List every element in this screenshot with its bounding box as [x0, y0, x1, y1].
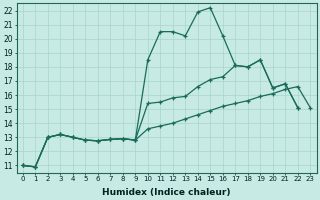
X-axis label: Humidex (Indice chaleur): Humidex (Indice chaleur): [102, 188, 231, 197]
